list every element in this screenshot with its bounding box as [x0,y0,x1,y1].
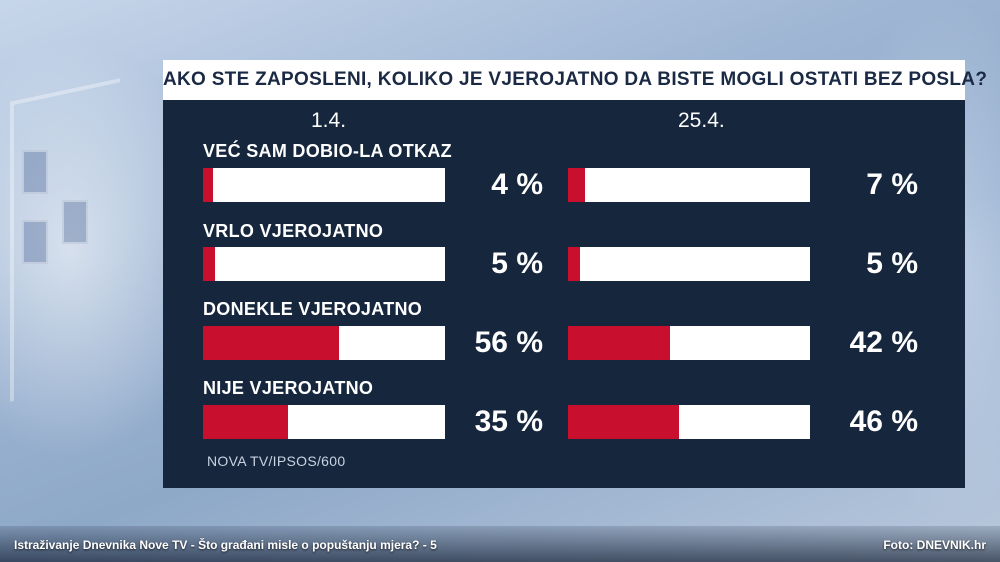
caption-bar [0,526,1000,562]
bar-fill [568,247,580,281]
data-label: 56 % [474,326,543,359]
bar-track [203,405,445,439]
data-label: 46 % [849,405,918,438]
background-window [62,200,88,244]
data-label: 7 % [866,168,918,201]
bar-track [568,168,810,202]
chart-title: AKO STE ZAPOSLENI, KOLIKO JE VJEROJATNO … [163,60,987,100]
data-label: 4 % [491,168,543,201]
bar-track [203,247,445,281]
data-label: 42 % [849,326,918,359]
source-note: NOVA TV/IPSOS/600 [207,453,346,469]
bar-track [568,405,810,439]
category-label: DONEKLE VJEROJATNO [203,299,423,319]
bar-fill [203,247,215,281]
caption-text: Istraživanje Dnevnika Nove TV - Što građ… [14,538,437,552]
category-label: NIJE VJEROJATNO [203,378,374,398]
bar-track [568,247,810,281]
chart-panel: AKO STE ZAPOSLENI, KOLIKO JE VJEROJATNO … [163,60,987,488]
series-header-1: 1.4. [311,109,347,132]
category-label: VEĆ SAM DOBIO-LA OTKAZ [203,141,452,161]
bar-track [203,168,445,202]
bar-fill [203,326,339,360]
bar-fill [568,405,679,439]
bar-fill [568,168,585,202]
series-header-2: 25.4. [678,109,725,132]
bar-track [203,326,445,360]
background-window [22,220,48,264]
bar-fill [568,326,670,360]
category-label: VRLO VJEROJATNO [203,221,384,241]
data-label: 35 % [474,405,543,438]
bar-fill [203,168,213,202]
data-label: 5 % [491,247,543,280]
data-label: 5 % [866,247,918,280]
background-window [22,150,48,194]
bar-fill [203,405,288,439]
bar-track [568,326,810,360]
photo-credit: Foto: DNEVNIK.hr [883,538,986,552]
